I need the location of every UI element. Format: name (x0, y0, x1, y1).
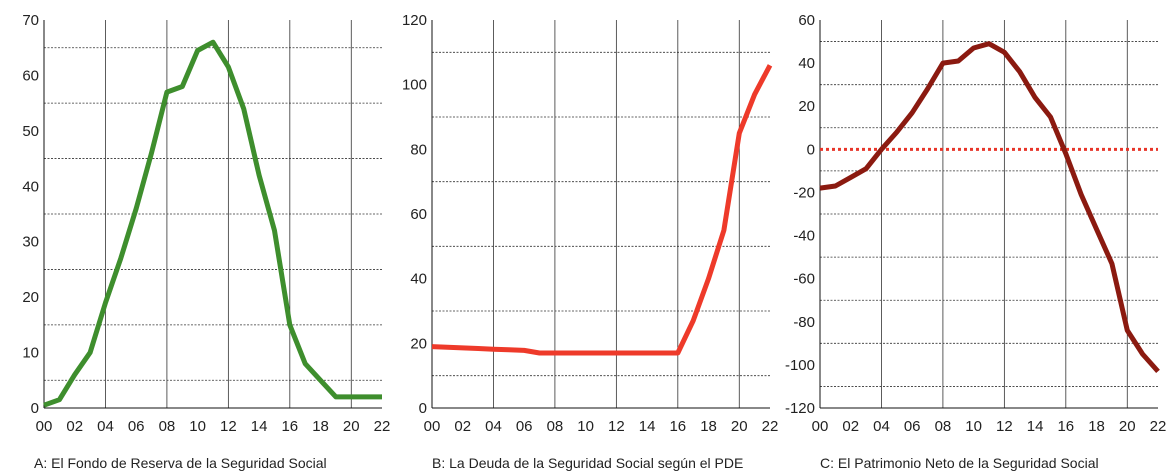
y-tick-label: -120 (785, 400, 815, 417)
y-tick-label: 60 (22, 67, 39, 84)
series-line (431, 64, 773, 356)
y-tick-label: 0 (419, 400, 427, 417)
y-tick-label: 60 (798, 12, 815, 29)
x-tick-label: 22 (1150, 418, 1167, 435)
x-tick-label: 16 (281, 418, 298, 435)
x-tick-label: 12 (996, 418, 1013, 435)
series-line (43, 39, 382, 408)
x-tick-label: 08 (159, 418, 176, 435)
y-tick-label: 20 (22, 289, 39, 306)
y-tick-label: 60 (410, 206, 427, 223)
panel-a-fondo-reserva: 0 10 20 30 40 50 60 70 00 02 04 06 08 10 12 14 16 18 20 22 A… (22, 12, 390, 471)
panel-caption: B: La Deuda de la Seguridad Social según… (432, 455, 743, 471)
x-tick-label: 10 (965, 418, 982, 435)
x-tick-label: 08 (935, 418, 952, 435)
x-tick-label: 12 (608, 418, 625, 435)
x-tick-label: 04 (97, 418, 114, 435)
x-tick-label: 22 (762, 418, 779, 435)
y-tick-label: 50 (22, 123, 39, 140)
y-tick-label: 20 (798, 98, 815, 115)
y-tick-label: 20 (410, 335, 427, 352)
y-tick-label: 70 (22, 12, 39, 29)
x-tick-label: 16 (669, 418, 686, 435)
y-tick-label: -20 (793, 184, 815, 201)
series-line (819, 41, 1160, 374)
x-tick-label: 18 (1088, 418, 1105, 435)
x-tick-label: 00 (36, 418, 53, 435)
x-tick-label: 20 (731, 418, 748, 435)
x-tick-label: 08 (547, 418, 564, 435)
y-tick-label: -40 (793, 228, 815, 245)
x-tick-label: 04 (873, 418, 890, 435)
y-tick-label: -80 (793, 314, 815, 331)
x-tick-label: 04 (485, 418, 502, 435)
y-tick-label: 0 (31, 400, 39, 417)
x-tick-label: 02 (66, 418, 83, 435)
x-tick-label: 02 (454, 418, 471, 435)
x-tick-label: 06 (128, 418, 145, 435)
x-tick-label: 00 (424, 418, 441, 435)
x-tick-label: 10 (189, 418, 206, 435)
y-tick-label: 100 (402, 77, 427, 94)
y-tick-label: 0 (807, 141, 815, 158)
y-tick-label: 10 (22, 345, 39, 362)
y-tick-label: 120 (402, 12, 427, 29)
x-tick-label: 14 (251, 418, 268, 435)
x-tick-label: 18 (312, 418, 329, 435)
x-tick-label: 10 (577, 418, 594, 435)
y-tick-label: -100 (785, 357, 815, 374)
x-tick-label: 20 (343, 418, 360, 435)
panel-b-deuda-pde: 0 20 40 60 80 100 120 00 02 04 06 08 10 12 14 16 18 20 22 B… (402, 12, 778, 471)
y-tick-label: 40 (410, 271, 427, 288)
x-tick-label: 00 (812, 418, 829, 435)
x-tick-label: 12 (220, 418, 237, 435)
x-tick-label: 14 (639, 418, 656, 435)
panel-caption: A: El Fondo de Reserva de la Seguridad S… (34, 455, 327, 471)
x-tick-label: 06 (516, 418, 533, 435)
y-tick-label: 40 (798, 55, 815, 72)
x-tick-label: 22 (374, 418, 391, 435)
x-tick-label: 14 (1027, 418, 1044, 435)
x-tick-label: 18 (700, 418, 717, 435)
y-tick-label: 80 (410, 141, 427, 158)
y-tick-label: -60 (793, 271, 815, 288)
x-tick-label: 02 (842, 418, 859, 435)
y-tick-label: 30 (22, 234, 39, 251)
x-tick-label: 20 (1119, 418, 1136, 435)
y-tick-label: 40 (22, 178, 39, 195)
panel-caption: C: El Patrimonio Neto de la Seguridad So… (820, 455, 1099, 471)
x-tick-label: 16 (1057, 418, 1074, 435)
x-tick-label: 06 (904, 418, 921, 435)
